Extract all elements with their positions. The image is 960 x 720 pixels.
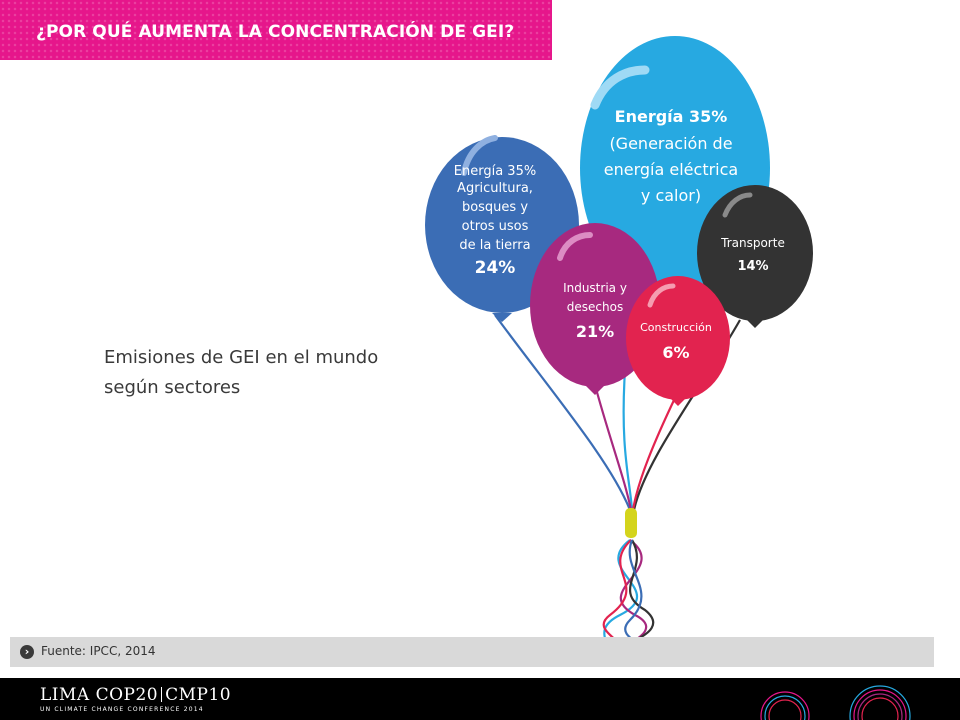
agricultura-label-4: de la tierra [459, 238, 530, 253]
svg-text:Energía 35%: Energía 35% [615, 107, 728, 126]
svg-text:Energía 35%: Energía 35% [454, 164, 536, 179]
balloons-illustration: Energía 35% Agricultura, bosques y otros… [425, 36, 813, 647]
industria-label-1: Industria y [563, 281, 627, 295]
string-knot [625, 508, 637, 538]
svg-text:Agricultura,: Agricultura, [457, 181, 533, 196]
cop20-logo: LIMA COP20 CMP10 UN CLIMATE CHANGE CONFER… [40, 685, 240, 717]
svg-text:energía eléctrica: energía eléctrica [604, 160, 738, 179]
logo-subtitle: UN CLIMATE CHANGE CONFERENCE 2014 [40, 706, 204, 713]
industria-label-2: desechos [567, 300, 623, 314]
svg-text:desechos: desechos [567, 300, 623, 314]
svg-text:Construcción: Construcción [640, 321, 712, 334]
svg-text:24%: 24% [475, 258, 516, 278]
agricultura-label-1: Agricultura, [457, 181, 533, 196]
energia-label-2: (Generación de [609, 134, 732, 153]
source-text: Fuente: IPCC, 2014 [41, 644, 156, 658]
svg-text:y calor): y calor) [641, 186, 701, 205]
decorative-rings-icon [760, 685, 911, 720]
svg-text:de la tierra: de la tierra [459, 238, 530, 253]
branding-bar: LIMA COP20 CMP10 UN CLIMATE CHANGE CONFER… [0, 678, 960, 720]
logo-part-1: LIMA COP20 [40, 685, 159, 705]
source-bar: › Fuente: IPCC, 2014 [10, 637, 934, 667]
energia-label-4: y calor) [641, 186, 701, 205]
industria-percent: 21% [576, 322, 614, 341]
energia-label-1: Energía 35% [615, 107, 728, 126]
construccion-label: Construcción [640, 321, 712, 334]
svg-text:14%: 14% [737, 259, 768, 274]
header-bar: ¿POR QUÉ AUMENTA LA CONCENTRACIÓN DE GEI… [0, 0, 552, 60]
svg-text:otros usos: otros usos [462, 219, 529, 234]
logo-divider [161, 687, 163, 702]
subtitle-line-2: según sectores [104, 377, 241, 398]
transporte-label: Transporte [720, 236, 785, 250]
header-pattern [0, 0, 552, 60]
agricultura-percent: 24% [475, 258, 516, 278]
svg-text:bosques y: bosques y [462, 200, 528, 215]
balloon-transporte [697, 185, 813, 328]
chevron-right-icon: › [20, 645, 34, 659]
chart-subtitle: Emisiones de GEI en el mundo según secto… [104, 343, 414, 403]
agricultura-label-2: bosques y [462, 200, 528, 215]
transporte-percent: 14% [737, 259, 768, 274]
agricultura-label-3: otros usos [462, 219, 529, 234]
svg-text:Transporte: Transporte [720, 236, 785, 250]
svg-text:21%: 21% [576, 322, 614, 341]
subtitle-line-1: Emisiones de GEI en el mundo [104, 347, 379, 368]
svg-text:(Generación de: (Generación de [609, 134, 732, 153]
energia-label-3: energía eléctrica [604, 160, 738, 179]
svg-text:Industria y: Industria y [563, 281, 627, 295]
svg-text:6%: 6% [662, 343, 689, 362]
logo-part-2: CMP10 [165, 685, 232, 705]
construccion-percent: 6% [662, 343, 689, 362]
page-title: ¿POR QUÉ AUMENTA LA CONCENTRACIÓN DE GEI… [36, 22, 515, 42]
agricultura-line-1: Energía 35% [454, 164, 536, 179]
balloon-construccion [626, 276, 730, 406]
